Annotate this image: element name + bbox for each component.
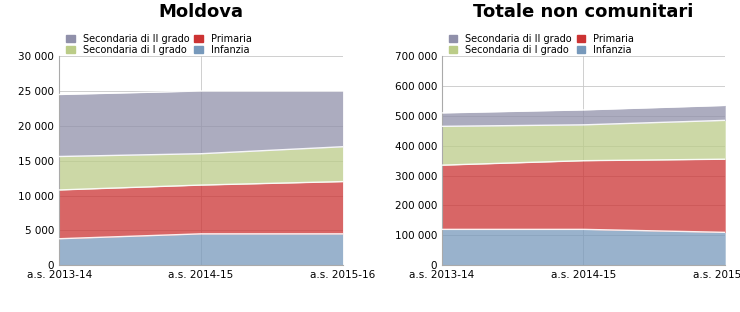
- Title: Totale non comunitari: Totale non comunitari: [474, 3, 693, 21]
- Legend: Secondaria di II grado, Secondaria di I grado, Primaria, Infanzia: Secondaria di II grado, Secondaria di I …: [447, 32, 636, 57]
- Title: Moldova: Moldova: [158, 3, 243, 21]
- Legend: Secondaria di II grado, Secondaria di I grado, Primaria, Infanzia: Secondaria di II grado, Secondaria di I …: [64, 32, 253, 57]
